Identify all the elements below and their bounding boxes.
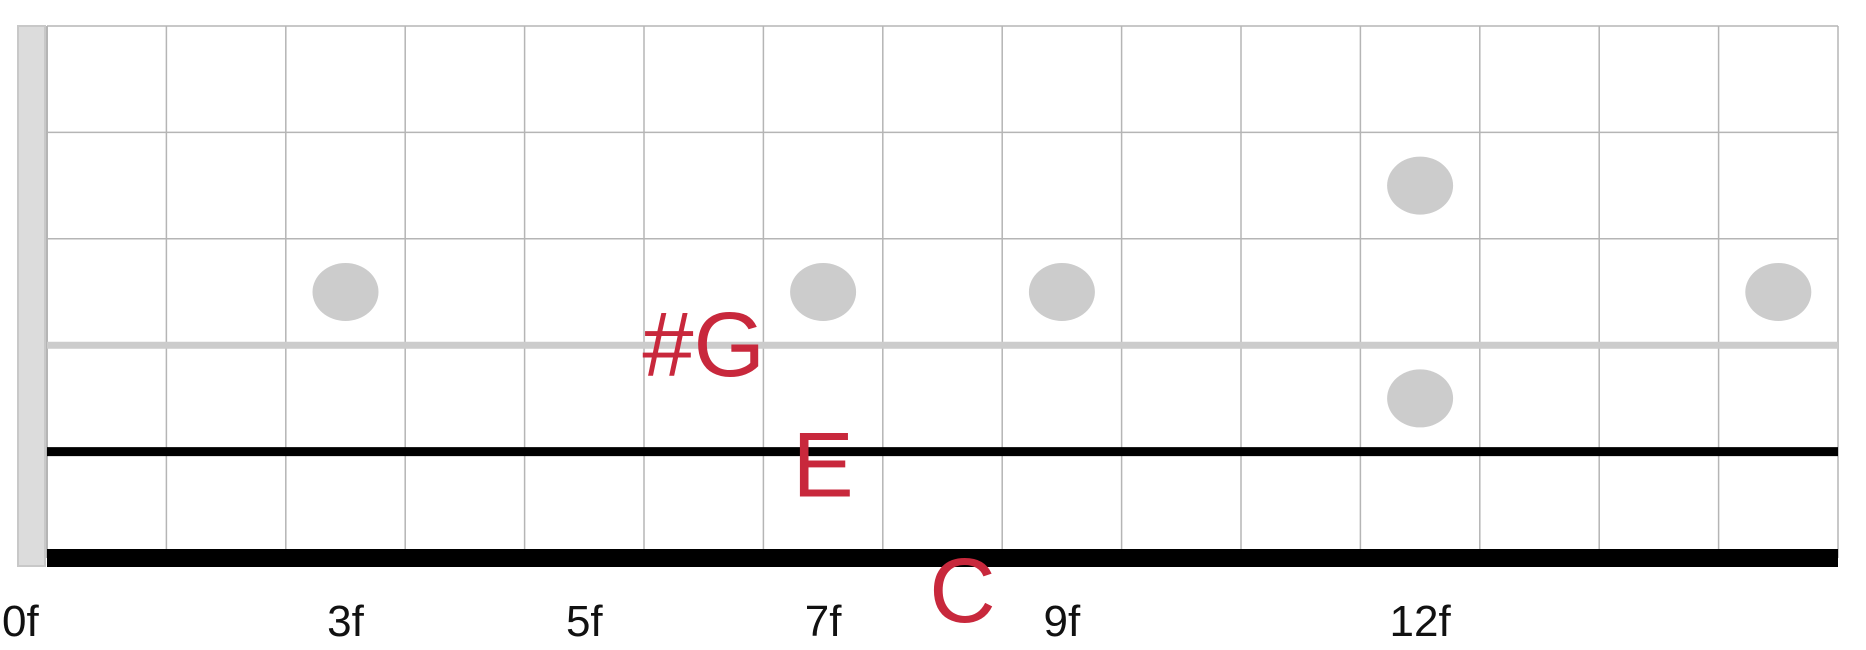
note-label: C	[929, 540, 995, 642]
inlay-dot	[312, 263, 379, 321]
nut	[18, 26, 45, 566]
fret-label: 0f	[2, 597, 39, 646]
note-labels: #G EC	[642, 294, 995, 642]
fret-label: 12f	[1390, 597, 1452, 646]
inlay-dot	[1387, 156, 1454, 215]
fret-label: 9f	[1044, 597, 1081, 646]
note-label: E	[792, 415, 853, 517]
fret-label: 3f	[327, 597, 364, 646]
fret-label: 7f	[805, 597, 842, 646]
inlay-dot	[790, 263, 857, 321]
nut-edge	[17, 25, 46, 567]
note-label: #G	[642, 294, 765, 396]
inlay-dot	[1028, 263, 1095, 321]
inlay-dot	[1745, 263, 1812, 321]
fret-labels: 0f 3f 5f 7f 9f 12f	[2, 597, 1451, 646]
highlighted-strings	[47, 341, 1838, 567]
fret-label: 5f	[566, 597, 603, 646]
fret-inlays	[312, 156, 1812, 428]
inlay-dot	[1387, 369, 1454, 428]
